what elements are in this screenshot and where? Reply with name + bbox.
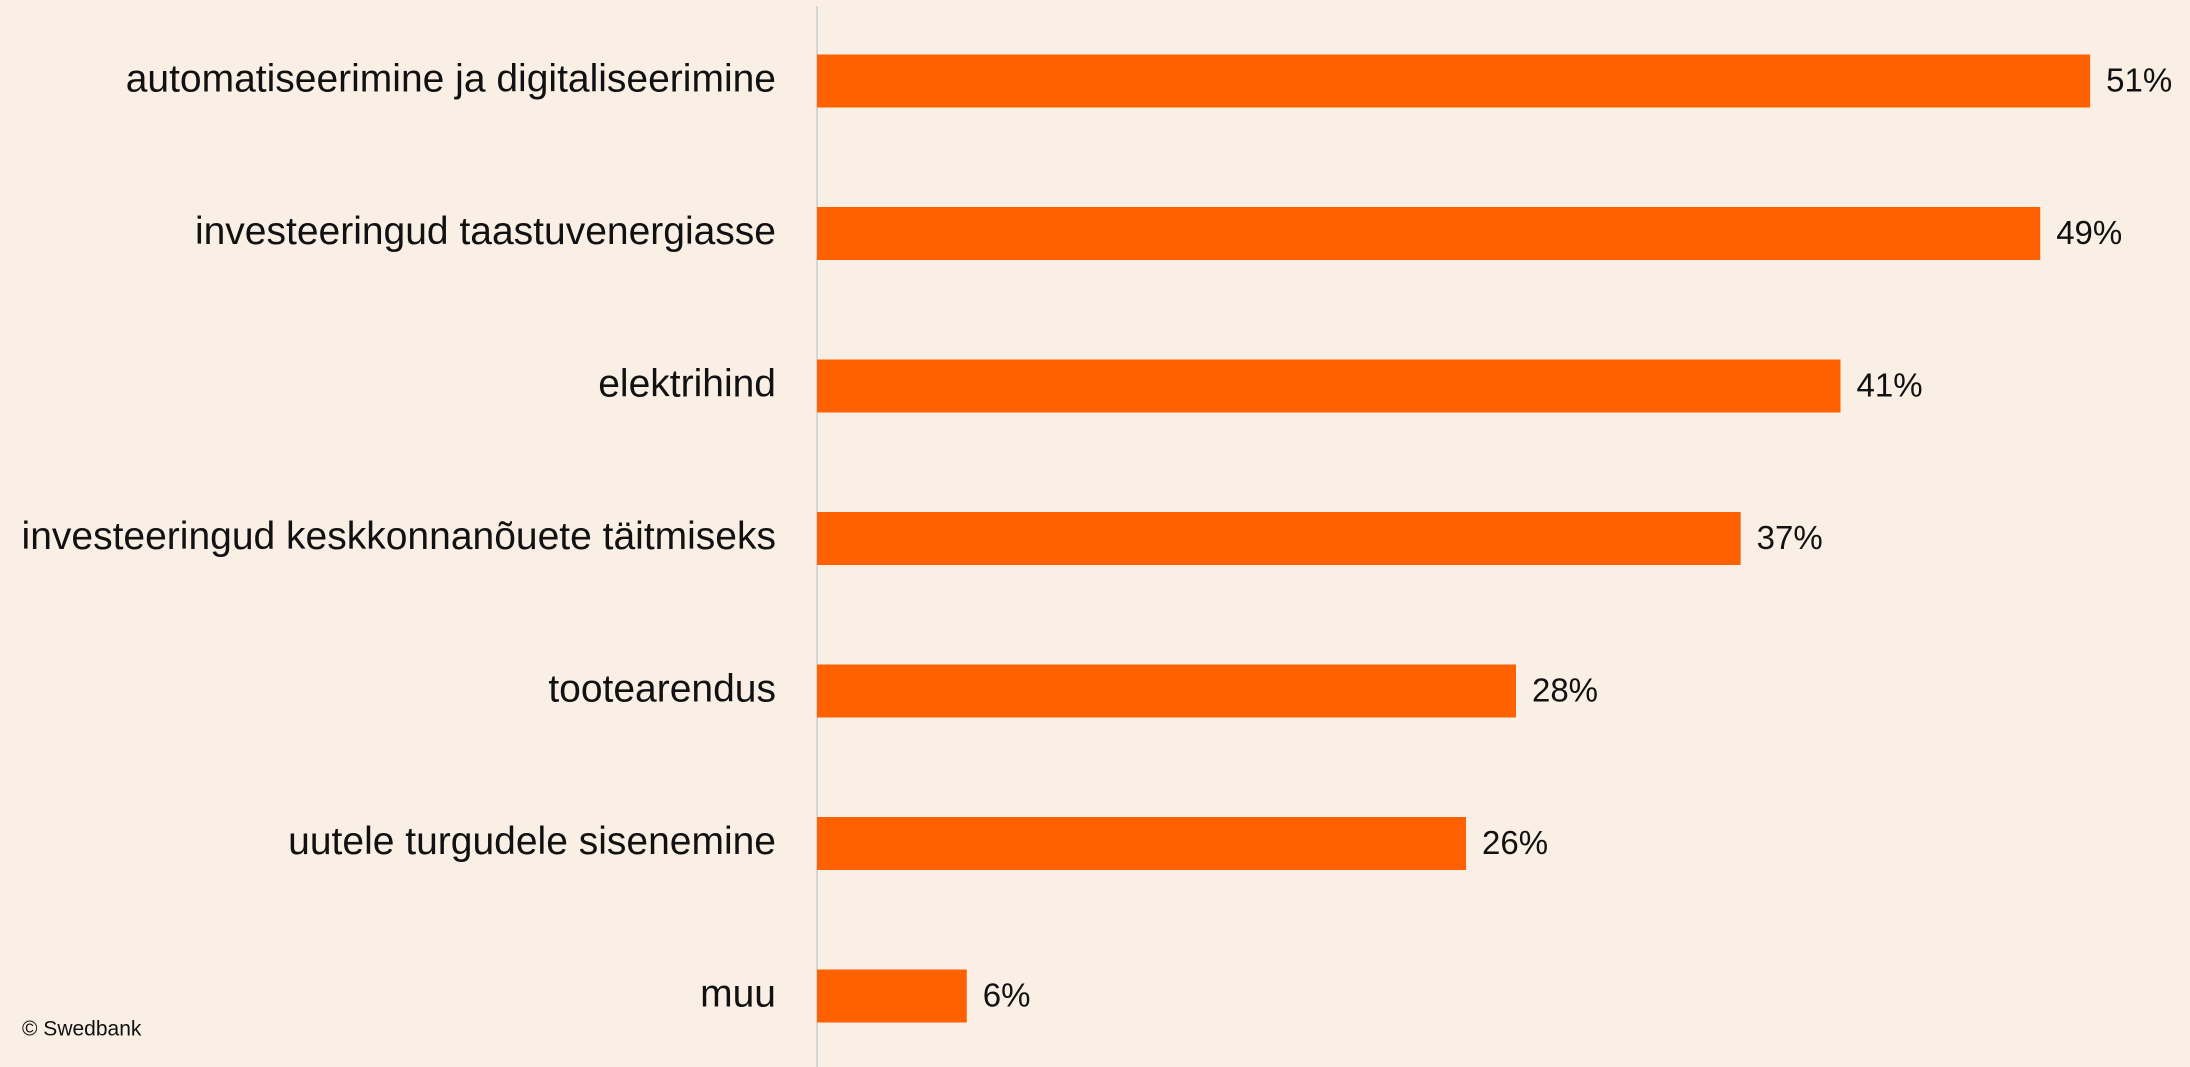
category-label: uutele turgudele sisenemine	[288, 820, 776, 863]
value-label: 51%	[2106, 62, 2172, 99]
value-label: 49%	[2056, 214, 2122, 251]
category-label: automatiseerimine ja digitaliseerimine	[126, 57, 776, 100]
bar	[817, 207, 2041, 260]
category-label: investeeringud taastuvenergiasse	[195, 210, 776, 253]
category-label: investeeringud keskkonnanõuete täitmisek…	[22, 515, 776, 558]
bar	[817, 664, 1516, 718]
source-credit: © Swedbank	[22, 1018, 142, 1041]
value-label: 28%	[1532, 672, 1598, 709]
bar	[817, 817, 1467, 870]
value-label: 41%	[1857, 367, 1923, 404]
bar	[817, 969, 967, 1023]
value-label: 6%	[983, 977, 1031, 1014]
category-label: muu	[700, 972, 776, 1015]
bar	[817, 54, 2091, 108]
category-label: elektrihind	[598, 362, 776, 405]
value-label: 26%	[1482, 824, 1548, 861]
bar	[817, 359, 1841, 413]
bar	[817, 512, 1741, 565]
value-label: 37%	[1757, 519, 1823, 556]
category-label: tootearendus	[548, 667, 776, 710]
